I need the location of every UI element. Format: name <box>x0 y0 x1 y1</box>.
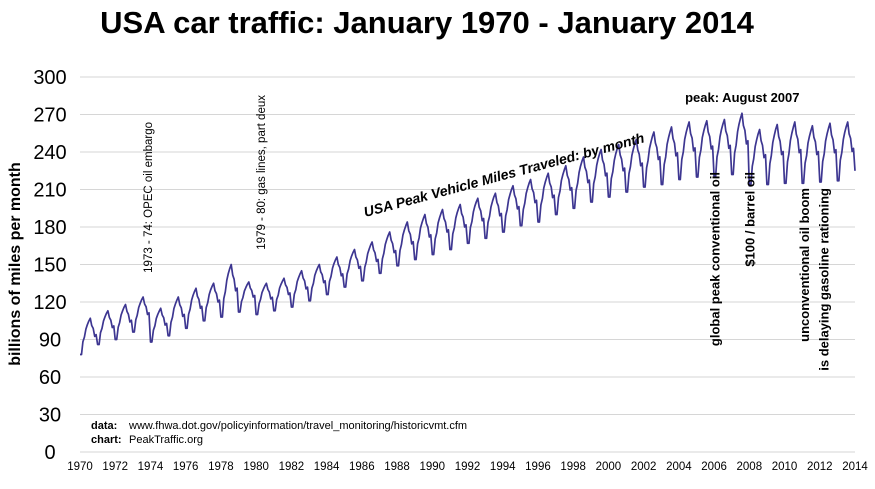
annotation-100-barrel-oil: $100 / barrel oil <box>743 172 758 267</box>
y-tick-label: 240 <box>33 142 66 164</box>
x-tick-label: 1996 <box>525 461 551 473</box>
x-tick-label: 1978 <box>208 461 234 473</box>
source-chart-label: chart: <box>91 434 122 446</box>
x-tick-label: 1980 <box>243 461 269 473</box>
x-tick-label: 2014 <box>842 461 868 473</box>
x-tick-label: 2000 <box>596 461 622 473</box>
annotation-series-title: USA Peak Vehicle Miles Traveled: by mont… <box>362 129 646 219</box>
source-chart-credit: PeakTraffic.org <box>129 434 203 446</box>
y-tick-label: 270 <box>33 105 66 127</box>
series-line <box>80 112 856 356</box>
x-tick-label: 2010 <box>772 461 798 473</box>
annotation-peak-august-2007: peak: August 2007 <box>685 90 799 105</box>
x-tick-label: 1982 <box>279 461 305 473</box>
x-tick-label: 1970 <box>67 461 93 473</box>
x-tick-label: 1972 <box>102 461 128 473</box>
y-tick-label: 30 <box>39 405 61 427</box>
y-tick-label: 60 <box>39 367 61 389</box>
x-tick-label: 1992 <box>455 461 481 473</box>
x-tick-label: 1994 <box>490 461 516 473</box>
y-tick-label: 180 <box>33 217 66 239</box>
source-data-url: www.fhwa.dot.gov/policyinformation/trave… <box>128 420 467 432</box>
x-tick-label: 1976 <box>173 461 199 473</box>
y-tick-labels: 0 30 60 90 120 150 180 210 240 270 300 <box>33 67 66 464</box>
x-tick-label: 1990 <box>419 461 445 473</box>
annotation-unconventional-oil-boom: unconventional oil boom <box>797 188 812 342</box>
series-layer <box>80 112 856 356</box>
source-data-label: data: <box>91 420 117 432</box>
x-tick-label: 2012 <box>807 461 833 473</box>
x-tick-label: 2004 <box>666 461 692 473</box>
x-tick-label: 1986 <box>349 461 375 473</box>
x-tick-label: 1998 <box>560 461 586 473</box>
chart-title: USA car traffic: January 1970 - January … <box>100 5 754 40</box>
y-tick-label: 210 <box>33 180 66 202</box>
y-axis-label: billions of miles per month <box>7 162 24 366</box>
x-tick-label: 1974 <box>138 461 164 473</box>
y-tick-label: 150 <box>33 255 66 277</box>
y-tick-label: 300 <box>33 67 66 89</box>
x-tick-label: 1988 <box>384 461 410 473</box>
x-tick-label: 2006 <box>701 461 727 473</box>
annotation-gas-lines: 1979 - 80: gas lines, part deux <box>256 95 268 250</box>
grid-layer <box>80 76 855 453</box>
x-tick-label: 1984 <box>314 461 340 473</box>
x-tick-label: 2002 <box>631 461 657 473</box>
x-tick-labels: 1970 1972 1974 1976 1978 1980 1982 1984 1986 1988… <box>67 461 868 473</box>
x-tick-label: 2008 <box>737 461 763 473</box>
source-note: data: www.fhwa.dot.gov/policyinformation… <box>91 420 467 446</box>
y-tick-label: 120 <box>33 292 66 314</box>
annotation-global-peak-oil: global peak conventional oil <box>707 172 722 346</box>
annotation-delaying-rationing: is delaying gasoline rationing <box>817 188 832 371</box>
y-tick-label: 0 <box>44 442 55 464</box>
annotation-opec-embargo: 1973 - 74: OPEC oil embargo <box>143 122 155 273</box>
y-tick-label: 90 <box>39 330 61 352</box>
